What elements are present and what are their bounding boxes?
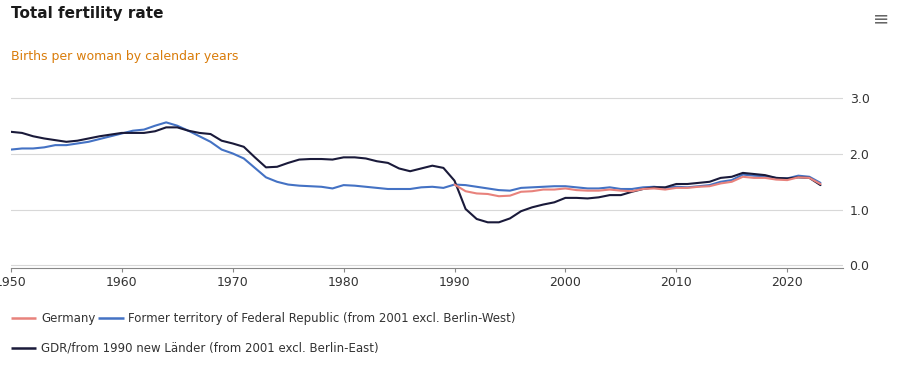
Text: Former territory of Federal Republic (from 2001 excl. Berlin-West): Former territory of Federal Republic (fr…	[128, 312, 515, 324]
Text: Germany: Germany	[41, 312, 95, 324]
Text: Births per woman by calendar years: Births per woman by calendar years	[11, 50, 238, 63]
Text: GDR/from 1990 new Länder (from 2001 excl. Berlin-East): GDR/from 1990 new Länder (from 2001 excl…	[41, 341, 378, 354]
Text: Total fertility rate: Total fertility rate	[11, 6, 164, 20]
Text: ≡: ≡	[873, 9, 889, 28]
